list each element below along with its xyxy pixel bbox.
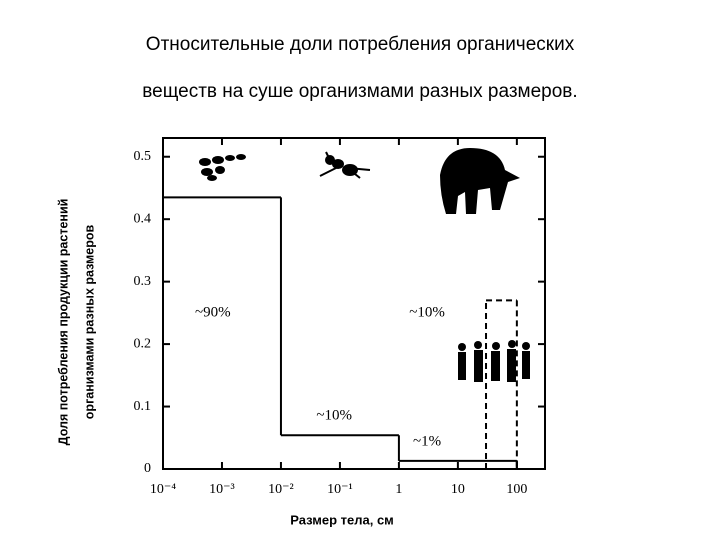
annotation: ~1%: [413, 434, 441, 450]
ant-icon: [319, 151, 371, 179]
x-tick-label: 10⁻²: [268, 482, 294, 497]
x-tick-label: 10⁻⁴: [150, 482, 176, 497]
y-tick-label: 0.4: [134, 211, 152, 226]
x-tick-label: 1: [395, 482, 402, 497]
annotation: ~10%: [409, 304, 445, 320]
y-axis-label: Доля потребления продукции растений: [56, 199, 70, 446]
annotation: ~10%: [316, 407, 352, 423]
plot-frame: [162, 137, 546, 470]
elephant-icon: [440, 148, 520, 214]
y-tick-label: 0.5: [134, 149, 152, 164]
title-line: Относительные доли потребления органичес…: [146, 34, 575, 55]
annotation: ~90%: [195, 304, 231, 320]
people-icon: [458, 340, 530, 382]
x-tick-label: 10: [451, 482, 465, 497]
x-axis-label: Размер тела, см: [290, 512, 394, 527]
x-tick-label: 100: [506, 482, 527, 497]
y-tick-label: 0.3: [134, 274, 152, 289]
y-tick-label: 0.2: [134, 336, 152, 351]
y-axis-label: организмами разных размеров: [82, 224, 96, 419]
y-tick-label: 0.1: [134, 399, 152, 414]
insects-icon: [199, 154, 246, 181]
title-line: веществ на суше организмами разных разме…: [142, 81, 577, 102]
x-tick-label: 10⁻¹: [327, 482, 353, 497]
x-tick-label: 10⁻³: [209, 482, 235, 497]
y-tick-label: 0: [144, 461, 151, 476]
